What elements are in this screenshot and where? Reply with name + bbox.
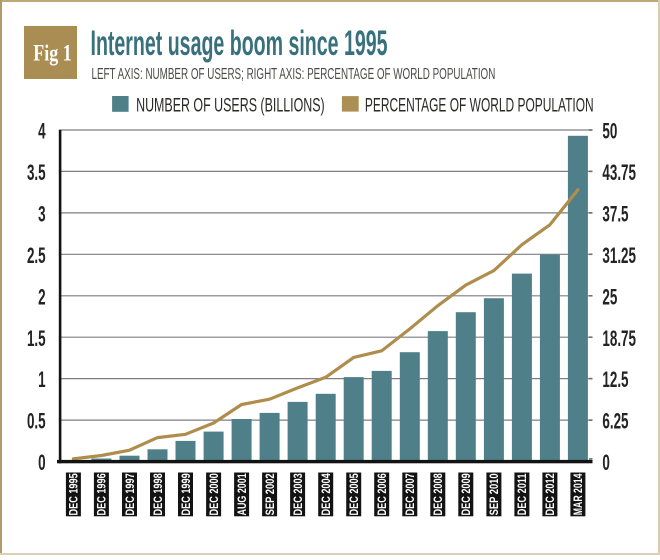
svg-text:1.5: 1.5 xyxy=(27,326,46,350)
svg-text:Fig 1: Fig 1 xyxy=(33,39,71,66)
svg-text:SEP 2010: SEP 2010 xyxy=(488,473,501,515)
svg-text:DEC 1997: DEC 1997 xyxy=(124,473,138,515)
svg-text:DEC 2008: DEC 2008 xyxy=(432,473,446,515)
svg-text:3.5: 3.5 xyxy=(27,161,46,185)
svg-text:DEC 2012: DEC 2012 xyxy=(544,473,558,515)
svg-text:18.75: 18.75 xyxy=(602,326,636,350)
svg-text:DEC 1995: DEC 1995 xyxy=(68,473,82,515)
svg-text:31.25: 31.25 xyxy=(602,244,636,268)
svg-text:DEC 2005: DEC 2005 xyxy=(348,473,362,515)
svg-text:25: 25 xyxy=(602,285,617,309)
svg-text:4: 4 xyxy=(38,119,46,143)
svg-text:PERCENTAGE OF WORLD POPULATION: PERCENTAGE OF WORLD POPULATION xyxy=(365,95,594,117)
svg-text:43.75: 43.75 xyxy=(602,161,636,185)
svg-text:AUG 2001: AUG 2001 xyxy=(236,473,250,515)
svg-text:DEC 2007: DEC 2007 xyxy=(404,473,418,515)
svg-text:DEC 2003: DEC 2003 xyxy=(292,473,306,515)
svg-text:2.5: 2.5 xyxy=(27,244,46,268)
svg-text:NUMBER OF USERS (BILLIONS): NUMBER OF USERS (BILLIONS) xyxy=(136,95,325,116)
svg-text:DEC 1999: DEC 1999 xyxy=(180,473,194,515)
svg-text:50: 50 xyxy=(602,119,617,143)
svg-text:6.25: 6.25 xyxy=(602,409,628,433)
svg-text:DEC 2011: DEC 2011 xyxy=(516,474,530,516)
svg-text:12.5: 12.5 xyxy=(602,368,628,392)
svg-text:DEC 1996: DEC 1996 xyxy=(96,473,110,515)
svg-text:0: 0 xyxy=(38,451,45,475)
svg-text:DEC 1998: DEC 1998 xyxy=(152,473,166,515)
svg-text:37.5: 37.5 xyxy=(602,202,628,226)
svg-text:3: 3 xyxy=(38,202,45,226)
svg-text:2: 2 xyxy=(38,285,45,309)
svg-text:LEFT AXIS: NUMBER OF USERS; RI: LEFT AXIS: NUMBER OF USERS; RIGHT AXIS: … xyxy=(92,64,496,82)
svg-text:DEC 2000: DEC 2000 xyxy=(208,473,222,515)
svg-text:1: 1 xyxy=(38,368,45,392)
svg-text:DEC 2006: DEC 2006 xyxy=(376,473,390,515)
svg-text:SEP 2002: SEP 2002 xyxy=(264,473,277,515)
svg-text:0: 0 xyxy=(602,451,609,475)
svg-text:Internet usage boom since 1995: Internet usage boom since 1995 xyxy=(91,24,388,64)
svg-text:DEC 2009: DEC 2009 xyxy=(460,473,474,515)
svg-text:MAR 2014: MAR 2014 xyxy=(572,473,586,515)
svg-text:0.5: 0.5 xyxy=(27,409,46,433)
svg-text:DEC 2004: DEC 2004 xyxy=(320,473,334,515)
